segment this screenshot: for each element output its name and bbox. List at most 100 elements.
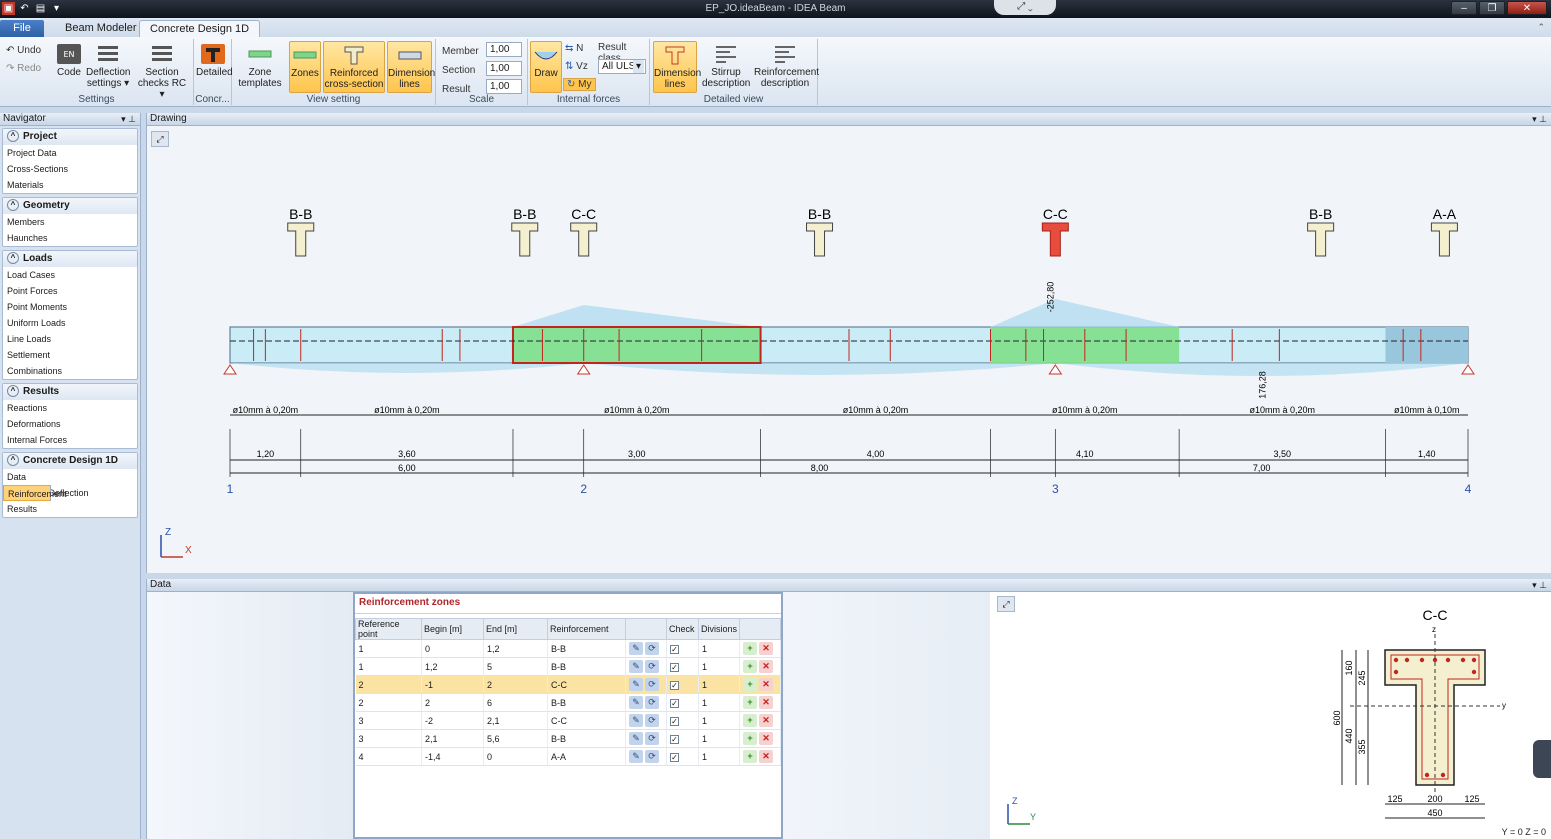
check-checkbox[interactable]: ✓ (669, 662, 679, 672)
pin-icon[interactable]: ▾ ⊥ (121, 114, 136, 124)
tab-file[interactable]: File (0, 20, 44, 38)
nav-item[interactable]: Data (7, 472, 27, 482)
section-scale-input[interactable]: 1,00 (486, 61, 522, 76)
result-class-select[interactable]: All ULS ▾ (598, 59, 646, 74)
add-icon[interactable]: + (743, 660, 758, 673)
nav-section-header[interactable]: ^ Project (3, 129, 137, 145)
cell-end[interactable]: 5 (483, 657, 548, 676)
table-row[interactable]: 2 -1 2 C-C ✎ ⟳ ✓ 1 + ✕ (355, 675, 781, 694)
result-scale-input[interactable]: 1,00 (486, 79, 522, 94)
column-header[interactable]: Reference point (355, 618, 422, 640)
column-header[interactable]: Begin [m] (421, 618, 484, 640)
check-checkbox[interactable]: ✓ (669, 716, 679, 726)
nav-item[interactable]: Point Moments (7, 302, 68, 312)
delete-icon[interactable]: ✕ (759, 732, 774, 745)
nav-section-header[interactable]: ^ Loads (3, 251, 137, 267)
nav-section-header[interactable]: ^ Results (3, 384, 137, 400)
layout-switch[interactable]: ⤢ ⌄ (994, 0, 1056, 15)
cell-begin[interactable]: 0 (421, 639, 484, 658)
cell-reinf[interactable]: C-C (547, 711, 626, 730)
help-icon[interactable]: ⌃ (1537, 22, 1545, 32)
maximize-button[interactable]: ❐ (1479, 1, 1505, 15)
side-scroll-tab[interactable] (1533, 740, 1551, 778)
nav-item[interactable]: Haunches (7, 233, 48, 243)
undo-quick-icon[interactable]: ↶ (20, 3, 29, 14)
edit-icon[interactable]: ✎ (629, 750, 643, 763)
dimension-lines-button[interactable]: Dimension lines (653, 41, 701, 93)
refresh-icon[interactable]: ⟳ (645, 732, 659, 745)
nav-item[interactable]: Members (7, 217, 45, 227)
nav-item[interactable]: Project Data (7, 148, 57, 158)
section-checks-button[interactable]: Section checks RC ▾ (134, 41, 190, 100)
cell-div[interactable]: 1 (698, 729, 741, 748)
cell-begin[interactable]: -1 (421, 675, 484, 694)
vz-toggle[interactable]: ⇅ Vz (565, 61, 588, 72)
cell-begin[interactable]: -2 (421, 711, 484, 730)
nav-item[interactable]: Combinations (7, 366, 63, 376)
refresh-icon[interactable]: ⟳ (645, 714, 659, 727)
nav-item[interactable]: Reinforcement (3, 485, 67, 501)
cell-div[interactable]: 1 (698, 639, 741, 658)
pin-icon[interactable]: ▾ ⊥ (1532, 114, 1547, 124)
cell-reinf[interactable]: B-B (547, 657, 626, 676)
refresh-icon[interactable]: ⟳ (645, 696, 659, 709)
code-button[interactable]: EN Code (54, 41, 84, 93)
collapse-icon[interactable]: ^ (7, 199, 19, 212)
column-header[interactable] (625, 618, 667, 640)
beam-drawing[interactable]: B-B B-B C-C B-B C-C B-B A-A -252,80 176,28 1 2 3 4 ø1… (147, 127, 1551, 573)
my-toggle[interactable]: ↻ My (563, 78, 596, 91)
nav-item[interactable]: Results (7, 504, 38, 514)
cell-end[interactable]: 2,1 (483, 711, 548, 730)
check-checkbox[interactable]: ✓ (669, 698, 679, 708)
cell-begin[interactable]: 2,1 (421, 729, 484, 748)
table-row[interactable]: 2 2 6 B-B ✎ ⟳ ✓ 1 + ✕ (355, 693, 781, 712)
cell-begin[interactable]: 2 (421, 693, 484, 712)
cell-end[interactable]: 1,2 (483, 639, 548, 658)
cell-reinf[interactable]: B-B (547, 693, 626, 712)
table-row[interactable]: 3 2,1 5,6 B-B ✎ ⟳ ✓ 1 + ✕ (355, 729, 781, 748)
reinforcement-description-button[interactable]: Reinforcement description (754, 41, 819, 93)
edit-icon[interactable]: ✎ (629, 714, 643, 727)
collapse-icon[interactable]: ^ (7, 130, 19, 143)
column-header[interactable]: Reinforcement (547, 618, 626, 640)
zone-templates-button[interactable]: Zone templates (236, 41, 284, 93)
cell-ref[interactable]: 1 (355, 657, 422, 676)
delete-icon[interactable]: ✕ (759, 678, 774, 691)
cell-div[interactable]: 1 (698, 657, 741, 676)
app-icon[interactable]: ▣ (2, 2, 15, 15)
nav-item[interactable]: Deformations (7, 419, 61, 429)
zones-button[interactable]: Zones (289, 41, 321, 93)
check-checkbox[interactable]: ✓ (669, 734, 679, 744)
refresh-icon[interactable]: ⟳ (645, 750, 659, 763)
nav-section-header[interactable]: ^ Geometry (3, 198, 137, 214)
nav-section-header[interactable]: ^ Concrete Design 1D (3, 453, 137, 469)
cell-div[interactable]: 1 (698, 747, 741, 766)
nav-item[interactable]: Settlement (7, 350, 51, 360)
cell-begin[interactable]: 1,2 (421, 657, 484, 676)
nav-item[interactable]: Internal Forces (7, 435, 68, 445)
tab-beam-modeler[interactable]: Beam Modeler (65, 22, 137, 34)
cell-ref[interactable]: 4 (355, 747, 422, 766)
collapse-icon[interactable]: ^ (7, 454, 19, 467)
cell-reinf[interactable]: B-B (547, 729, 626, 748)
nav-item[interactable]: Load Cases (7, 270, 56, 280)
column-header[interactable]: End [m] (483, 618, 548, 640)
cell-end[interactable]: 0 (483, 747, 548, 766)
delete-icon[interactable]: ✕ (759, 696, 774, 709)
nav-item[interactable]: Point Forces (7, 286, 58, 296)
cell-ref[interactable]: 3 (355, 729, 422, 748)
table-row[interactable]: 3 -2 2,1 C-C ✎ ⟳ ✓ 1 + ✕ (355, 711, 781, 730)
check-checkbox[interactable]: ✓ (669, 680, 679, 690)
undo-button[interactable]: ↶ Undo (6, 45, 42, 56)
nav-item[interactable]: Line Loads (7, 334, 52, 344)
add-icon[interactable]: + (743, 732, 758, 745)
column-header[interactable]: Divisions (697, 618, 741, 640)
delete-icon[interactable]: ✕ (759, 714, 774, 727)
cell-div[interactable]: 1 (698, 711, 741, 730)
add-icon[interactable]: + (743, 750, 758, 763)
add-icon[interactable]: + (743, 678, 758, 691)
cell-end[interactable]: 6 (483, 693, 548, 712)
delete-icon[interactable]: ✕ (759, 750, 774, 763)
save-icon[interactable]: ▤ (35, 3, 46, 14)
